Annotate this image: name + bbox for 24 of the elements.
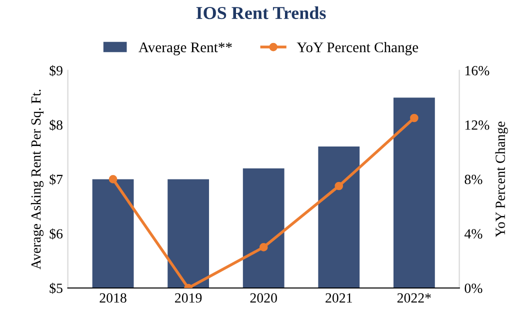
- y-tick-label: $5: [50, 282, 62, 294]
- legend-label: Average Rent**: [138, 42, 232, 56]
- y2-tick-label: 12%: [465, 120, 490, 130]
- legend-label: YoY Percent Change: [296, 42, 418, 56]
- y2-tick-label: 16%: [465, 66, 490, 76]
- point: [410, 114, 418, 122]
- y-axis-title: Average Asking Rent Per Sq. Ft.: [30, 90, 44, 270]
- y2-axis-title: YoY Percent Change: [495, 122, 508, 238]
- y-tick-label: $6: [50, 228, 63, 240]
- x-tick-label: 2018: [100, 293, 126, 303]
- x-tick-label: 2019: [175, 293, 202, 303]
- y2-tick-label: 4%: [464, 229, 482, 239]
- x-tick-label: 2022*: [397, 293, 431, 303]
- x-tick-label: 2021: [326, 293, 352, 303]
- y2-tick-label: 0%: [464, 284, 482, 293]
- point: [334, 182, 344, 190]
- y-tick-label: $8: [50, 120, 62, 131]
- point: [259, 243, 268, 252]
- point: [108, 175, 118, 184]
- y-tick-label: $7: [50, 174, 63, 186]
- y2-tick-label: 8%: [464, 174, 482, 184]
- y-tick-label: $9: [50, 65, 62, 76]
- chart-title: IOS Rent Trends: [196, 6, 326, 20]
- x-tick-label: 2020: [250, 293, 277, 303]
